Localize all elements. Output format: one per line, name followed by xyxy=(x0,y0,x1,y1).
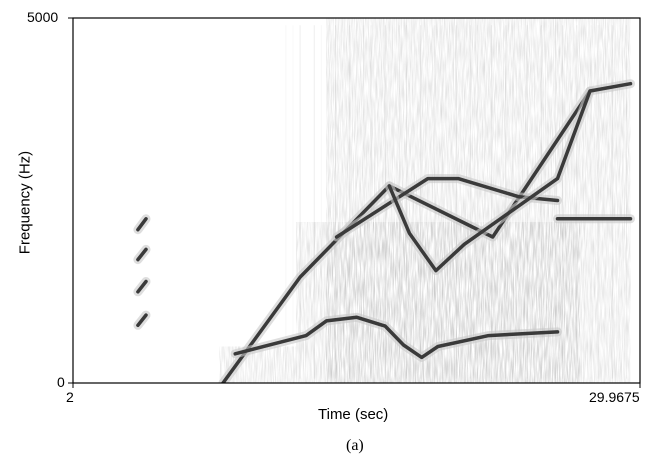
trace-line xyxy=(136,279,148,294)
noise-region xyxy=(296,222,580,383)
spectrogram-traces xyxy=(133,79,635,383)
x-axis-title: Time (sec) xyxy=(318,406,389,423)
x-tick-right: 29.9675 xyxy=(589,389,640,405)
x-tick-left: 2 xyxy=(66,389,74,405)
figure-caption: (a) xyxy=(346,437,364,454)
axis-ticks xyxy=(68,17,641,388)
plot-frame xyxy=(72,17,641,384)
y-tick-top: 5000 xyxy=(27,9,59,25)
trace-line xyxy=(136,247,148,262)
y-axis-title: Frequency (Hz) xyxy=(16,150,34,255)
trace-line xyxy=(233,315,560,360)
trace-line xyxy=(387,81,633,273)
trace-line xyxy=(136,217,148,232)
y-tick-bottom: 0 xyxy=(57,374,65,390)
trace-line xyxy=(136,313,148,328)
